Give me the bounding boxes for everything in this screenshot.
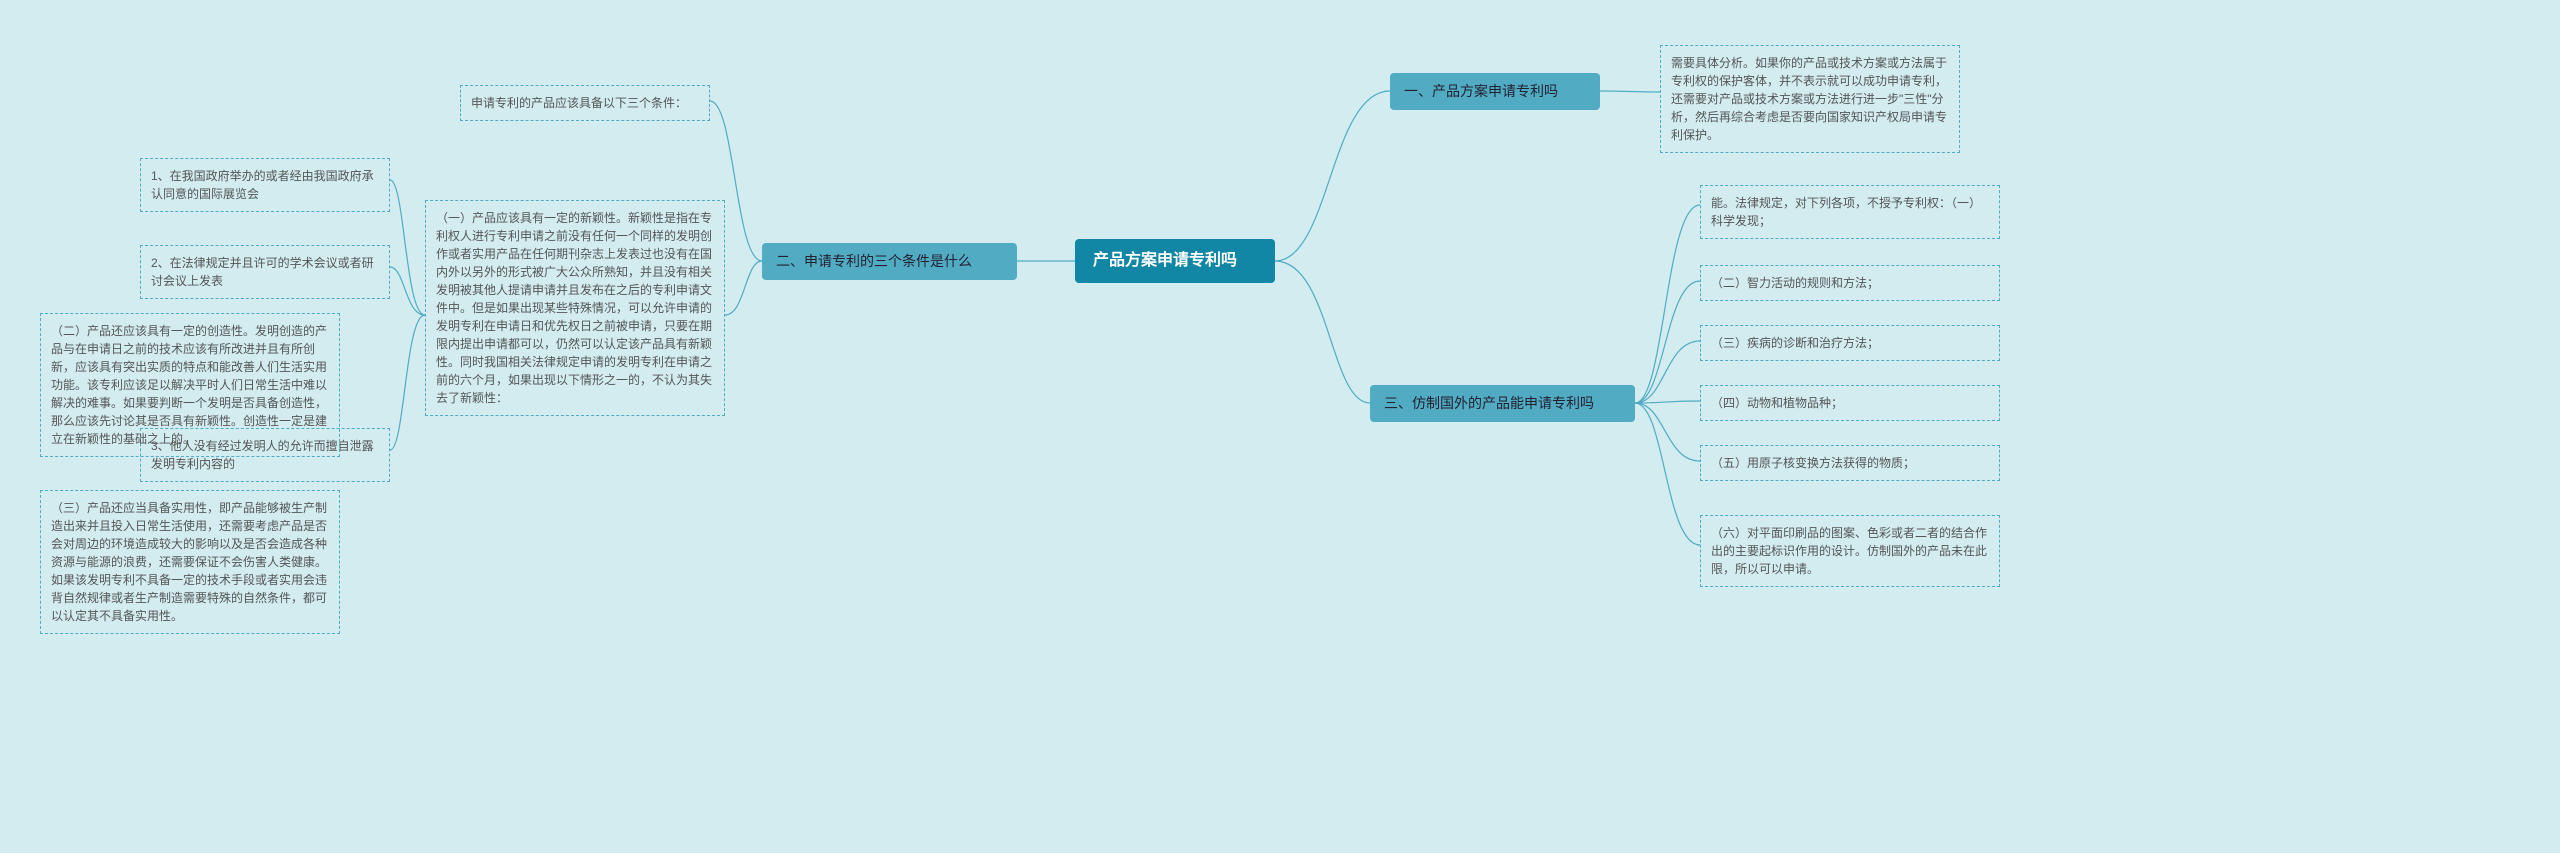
condition-one-sub-1: 1、在我国政府举办的或者经由我国政府承认同意的国际展览会 (140, 158, 390, 212)
branch-two: 二、申请专利的三个条件是什么 (762, 243, 1017, 280)
branch-three-item-6: （六）对平面印刷品的图案、色彩或者二者的结合作出的主要起标识作用的设计。仿制国外… (1700, 515, 2000, 587)
branch-three: 三、仿制国外的产品能申请专利吗 (1370, 385, 1635, 422)
branch-one: 一、产品方案申请专利吗 (1390, 73, 1600, 110)
branch-three-item-1: 能。法律规定，对下列各项，不授予专利权：（一）科学发现； (1700, 185, 2000, 239)
branch-two-intro: 申请专利的产品应该具备以下三个条件： (460, 85, 710, 121)
connector-lines (0, 0, 2560, 853)
condition-three: （三）产品还应当具备实用性，即产品能够被生产制造出来并且投入日常生活使用，还需要… (40, 490, 340, 634)
root-node: 产品方案申请专利吗 (1075, 239, 1275, 283)
branch-three-item-4: （四）动物和植物品种； (1700, 385, 2000, 421)
condition-one: （一）产品应该具有一定的新颖性。新颖性是指在专利权人进行专利申请之前没有任何一个… (425, 200, 725, 416)
branch-one-detail: 需要具体分析。如果你的产品或技术方案或方法属于专利权的保护客体，并不表示就可以成… (1660, 45, 1960, 153)
condition-two: （二）产品还应该具有一定的创造性。发明创造的产品与在申请日之前的技术应该有所改进… (40, 313, 340, 457)
condition-one-sub-2: 2、在法律规定并且许可的学术会议或者研讨会议上发表 (140, 245, 390, 299)
branch-three-item-3: （三）疾病的诊断和治疗方法； (1700, 325, 2000, 361)
branch-three-item-5: （五）用原子核变换方法获得的物质； (1700, 445, 2000, 481)
branch-three-item-2: （二）智力活动的规则和方法； (1700, 265, 2000, 301)
